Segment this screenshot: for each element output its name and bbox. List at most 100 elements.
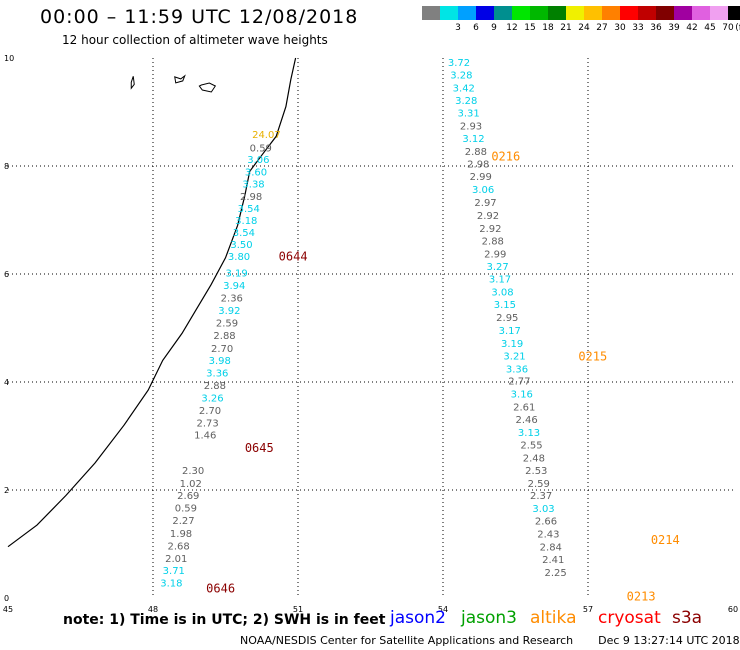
wave-height-value: 2.97	[474, 198, 496, 209]
wave-height-value: 3.17	[499, 326, 521, 337]
colorbar-label: 18	[542, 23, 554, 33]
wave-height-value: 1.46	[194, 431, 216, 442]
colorbar-swatch	[710, 6, 728, 20]
colorbar-swatch	[458, 6, 476, 20]
wave-height-value: 3.13	[518, 428, 540, 439]
wave-height-value: 3.18	[235, 216, 257, 227]
wave-height-value: 2.95	[496, 313, 518, 324]
wave-height-value: 3.31	[458, 108, 480, 119]
wave-height-value: 3.06	[472, 185, 494, 196]
y-tick-label: 2	[4, 486, 9, 495]
colorbar-swatch	[530, 6, 548, 20]
wave-height-value: 3.27	[487, 262, 509, 273]
page-title: 00:00 – 11:59 UTC 12/08/2018	[40, 6, 359, 28]
pass-time-label: 0214	[651, 533, 680, 547]
colorbar-label: 42	[686, 23, 698, 33]
wave-height-value: 3.21	[503, 351, 525, 362]
pass-time-label: 0213	[627, 590, 656, 604]
map-note: note: 1) Time is in UTC; 2) SWH is in fe…	[63, 612, 386, 628]
colorbar-swatch	[422, 6, 440, 20]
wave-height-value: 2.84	[540, 542, 562, 553]
wave-height-value: 3.28	[455, 96, 477, 107]
page-subtitle: 12 hour collection of altimeter wave hei…	[62, 33, 328, 47]
wave-height-value: 3.98	[209, 356, 231, 367]
wave-height-value: 2.68	[168, 541, 190, 552]
wave-height-value: 3.03	[532, 504, 554, 515]
colorbar-swatch	[440, 6, 458, 20]
x-tick-label: 51	[293, 605, 303, 614]
wave-height-value: 3.42	[453, 83, 475, 94]
pass-time-label: 0645	[245, 441, 274, 455]
footer-credit: NOAA/NESDIS Center for Satellite Applica…	[240, 634, 740, 647]
legend-jason3: jason3	[461, 608, 517, 628]
wave-height-value: 2.70	[211, 344, 233, 355]
colorbar-swatch	[728, 6, 740, 20]
colorbar-swatch	[494, 6, 512, 20]
legend-altika: altika	[530, 608, 577, 628]
wave-height-value: 3.19	[226, 269, 248, 280]
colorbar-label: 6	[473, 23, 479, 33]
colorbar-label: 24	[578, 23, 590, 33]
colorbar-label: 12	[506, 23, 518, 33]
colorbar-label: 33	[632, 23, 644, 33]
wave-height-value: 2.61	[513, 403, 535, 414]
wave-height-value: 3.94	[223, 281, 245, 292]
colorbar-swatch	[476, 6, 494, 20]
colorbar-swatch	[512, 6, 530, 20]
wave-height-value: 2.25	[545, 568, 567, 579]
wave-height-value: 2.92	[479, 224, 501, 235]
colorbar-label: 15	[524, 23, 536, 33]
wave-height-value: 3.60	[245, 168, 267, 179]
wave-height-value: 2.88	[213, 331, 235, 342]
map-frame	[8, 58, 733, 598]
island	[198, 82, 217, 93]
colorbar-swatch	[548, 6, 566, 20]
wave-height-value: 0.59	[250, 143, 272, 154]
wave-height-value: 2.37	[530, 491, 552, 502]
legend-jason2: jason2	[390, 608, 446, 628]
wave-height-value: 2.27	[172, 516, 194, 527]
wave-height-value: 3.54	[233, 228, 255, 239]
colorbar-label: 39	[668, 23, 680, 33]
wave-height-value: 2.66	[535, 517, 557, 528]
wave-height-value: 2.43	[537, 530, 559, 541]
wave-height-value: 2.88	[482, 236, 504, 247]
wave-height-value: 2.36	[221, 294, 243, 305]
wave-height-value: 2.99	[470, 172, 492, 183]
wave-height-value: 2.73	[197, 418, 219, 429]
colorbar-swatch	[638, 6, 656, 20]
colorbar-label: 3	[455, 23, 461, 33]
wave-height-value: 2.92	[477, 211, 499, 222]
wave-height-value: 2.99	[484, 249, 506, 260]
pass-time-label: 0216	[491, 150, 520, 164]
wave-height-value: 3.72	[448, 58, 470, 69]
y-tick-label: 10	[4, 54, 14, 63]
x-tick-label: 54	[438, 605, 448, 614]
wave-height-value: 2.53	[525, 466, 547, 477]
wave-height-value: 2.59	[528, 479, 550, 490]
wave-height-value: 3.54	[238, 204, 260, 215]
island	[130, 76, 135, 90]
y-tick-label: 0	[4, 594, 9, 603]
wave-height-value: 3.71	[163, 566, 185, 577]
wave-height-value: 2.59	[216, 318, 238, 329]
colorbar-label: 27	[596, 23, 608, 33]
colorbar-label: 30	[614, 23, 626, 33]
x-tick-label: 60	[728, 605, 738, 614]
wave-height-value: 3.18	[160, 579, 182, 590]
wave-height-value: 3.16	[511, 390, 533, 401]
pass-time-label: 0644	[279, 250, 308, 264]
y-tick-label: 8	[4, 162, 9, 171]
wave-height-value: 1.98	[170, 529, 192, 540]
colorbar-label: 21	[560, 23, 572, 33]
wave-height-value: 3.36	[206, 369, 228, 380]
colorbar-swatch	[656, 6, 674, 20]
island	[174, 74, 186, 84]
coastline	[7, 57, 297, 548]
wave-height-value: 24.07	[252, 130, 281, 141]
wave-height-value: 3.38	[242, 180, 264, 191]
y-tick-label: 6	[4, 270, 9, 279]
wave-height-value: 3.15	[494, 300, 516, 311]
wave-height-value: 2.77	[508, 377, 530, 388]
